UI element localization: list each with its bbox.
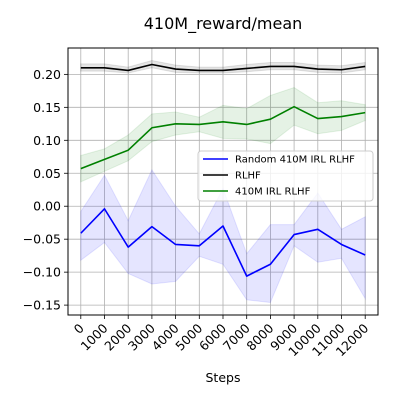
band-random-410m-irl-rlhf bbox=[80, 168, 366, 304]
y-tick-label: 0.15 bbox=[33, 100, 61, 115]
y-tick-label: 0.05 bbox=[33, 166, 61, 181]
x-axis-label: Steps bbox=[206, 370, 241, 385]
legend-label-random-410m-irl-rlhf: Random 410M IRL RLHF bbox=[235, 155, 355, 166]
confidence-bands bbox=[80, 60, 366, 304]
series-line-rlhf bbox=[80, 63, 366, 72]
y-axis: 0.20 0.15 0.10 0.05 0.00 −0.05 −0.10 −0.15 bbox=[23, 67, 68, 313]
series-lines bbox=[80, 63, 366, 277]
legend-label-rlhf: RLHF bbox=[235, 171, 261, 182]
band-rlhf bbox=[80, 60, 366, 74]
legend-frame bbox=[197, 150, 374, 202]
y-tick-label: 0.20 bbox=[33, 67, 61, 82]
y-tick-label: −0.05 bbox=[23, 232, 61, 247]
legend-label-410m-irl-rlhf: 410M IRL RLHF bbox=[235, 187, 311, 198]
series-line-random-410m-irl-rlhf bbox=[80, 208, 366, 277]
y-tick-label: 0.00 bbox=[33, 199, 61, 214]
band-410m-irl-rlhf bbox=[80, 87, 366, 183]
y-tick-label: −0.15 bbox=[23, 298, 61, 313]
y-tick-label: −0.10 bbox=[23, 265, 61, 280]
y-tick-label: 0.10 bbox=[33, 133, 61, 148]
series-line-410m-irl-rlhf bbox=[80, 105, 366, 170]
legend: Random 410M IRL RLHF RLHF 410M IRL RLHF bbox=[197, 150, 374, 202]
chart-title: 410M_reward/mean bbox=[144, 14, 303, 34]
